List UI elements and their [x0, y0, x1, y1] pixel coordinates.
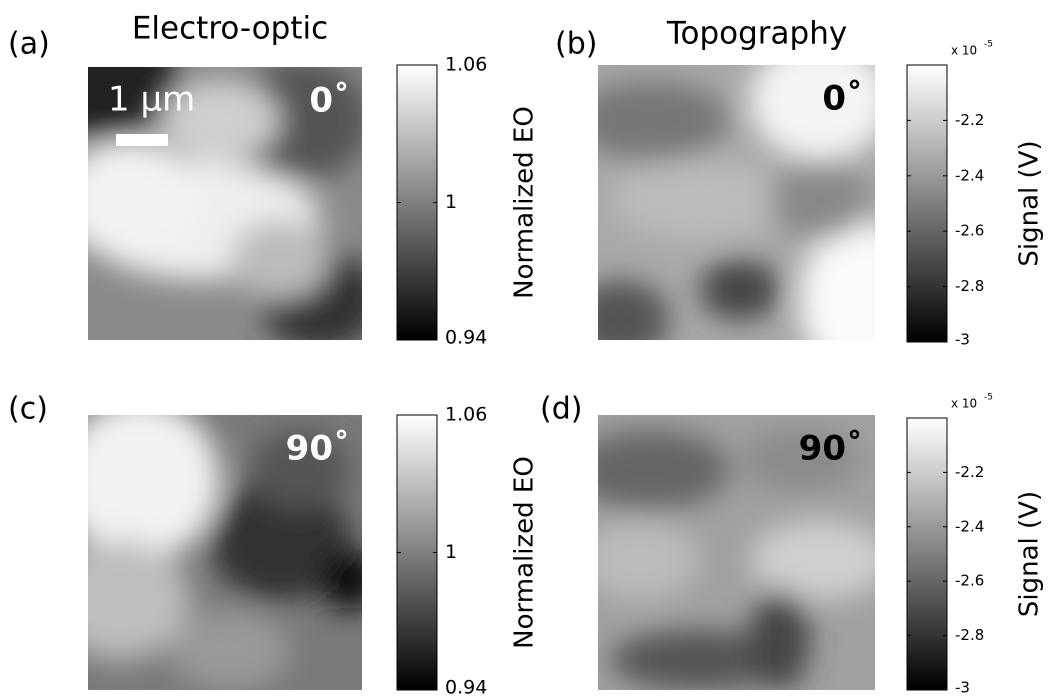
panel-title: Electro-optic [132, 11, 328, 47]
texture-blob [750, 520, 890, 600]
angle-label: 0˚ [309, 81, 350, 121]
texture-blob [750, 40, 890, 160]
texture-blob [750, 590, 810, 690]
panel-title: Topography [666, 16, 847, 52]
angle-label: 0˚ [822, 79, 863, 119]
tick-label: -2.4 [955, 166, 984, 184]
texture-blob [230, 220, 330, 300]
panel-label: (c) [8, 392, 48, 427]
texture-blob [570, 80, 730, 160]
colorbar [907, 418, 947, 690]
tick-label: -2.2 [955, 111, 984, 129]
image [570, 40, 920, 380]
figure: (a) Electro-optic 0˚ 1 μm 0.94 1 1.06 Normalize… [0, 0, 1052, 697]
tick-label: -3 [955, 331, 970, 349]
colorbar-label: Signal (V) [1015, 140, 1045, 266]
tick-label: 1.06 [445, 404, 487, 426]
texture-blob [800, 220, 920, 380]
tick-label: -2.2 [955, 463, 984, 481]
colorbar [397, 65, 437, 340]
multiplier: x 10 [951, 397, 977, 411]
tick-label: -3 [955, 679, 970, 697]
colorbar-label: Normalized EO [510, 106, 540, 299]
panel-label: (b) [555, 27, 597, 62]
scale-bar-label: 1 μm [108, 80, 195, 120]
texture-blob [170, 610, 290, 690]
tick-label: 1.06 [445, 54, 487, 76]
texture-blob [700, 260, 780, 320]
texture-blob [50, 540, 190, 660]
tick-label: 1 [445, 191, 457, 213]
colorbar [397, 415, 437, 690]
panel-label: (a) [8, 27, 50, 62]
image [20, 20, 380, 350]
tick-label: 1 [445, 541, 457, 563]
tick-label: 0.94 [445, 327, 487, 349]
panel-label: (d) [540, 392, 582, 427]
texture-blob [60, 400, 220, 560]
multiplier-exponent: -5 [984, 40, 993, 50]
texture-blob [60, 140, 200, 260]
texture-blob [570, 280, 670, 360]
angle-label: 90˚ [799, 429, 863, 469]
texture-blob [570, 430, 730, 510]
tick-label: -2.6 [955, 222, 984, 240]
colorbar [907, 65, 947, 342]
texture-blob [580, 520, 700, 600]
scale-bar [116, 134, 168, 146]
tick-label: -2.8 [955, 626, 984, 644]
tick-label: -2.8 [955, 277, 984, 295]
colorbar-label: Normalized EO [510, 456, 540, 649]
angle-label: 90˚ [286, 429, 350, 469]
texture-blob [320, 550, 380, 610]
colorbar-label: Signal (V) [1015, 491, 1045, 617]
tick-label: -2.6 [955, 572, 984, 590]
multiplier: x 10 [951, 44, 977, 58]
multiplier-exponent: -5 [984, 393, 993, 403]
tick-label: 0.94 [445, 677, 487, 697]
tick-label: -2.4 [955, 517, 984, 535]
texture-blob [770, 160, 870, 240]
texture-blob [610, 160, 790, 240]
